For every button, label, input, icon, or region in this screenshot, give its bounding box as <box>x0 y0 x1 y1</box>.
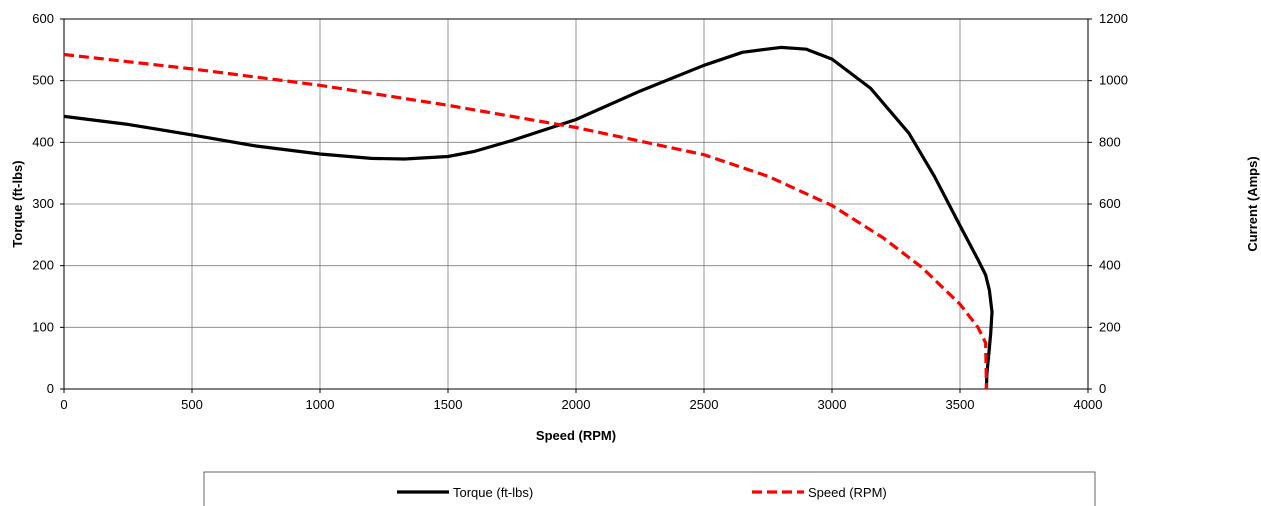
legend-label: Torque (ft-lbs) <box>453 485 533 500</box>
x-tick-label: 3500 <box>946 397 975 412</box>
y2-axis-ticks: 0 200 400 600 800 1000 1200 <box>1088 11 1128 396</box>
x-tick-label: 1500 <box>434 397 463 412</box>
y-axis-title: Torque (ft-lbs) <box>10 160 25 247</box>
y2-tick-label: 600 <box>1099 196 1121 211</box>
y-axis-ticks: 0 100 200 300 400 500 600 <box>32 11 64 396</box>
y2-tick-label: 0 <box>1099 381 1106 396</box>
x-tick-label: 1000 <box>306 397 335 412</box>
y-tick-label: 400 <box>32 134 54 149</box>
y2-tick-label: 1200 <box>1099 11 1128 26</box>
y-tick-label: 300 <box>32 196 54 211</box>
series-line-speed <box>63 52 988 390</box>
x-tick-label: 2500 <box>690 397 719 412</box>
x-tick-label: 3000 <box>818 397 847 412</box>
series-layer <box>63 45 994 390</box>
y2-tick-label: 1000 <box>1099 73 1128 88</box>
x-axis-title: Speed (RPM) <box>536 428 616 443</box>
series-line-torque <box>63 45 994 390</box>
y-tick-label: 500 <box>32 73 54 88</box>
y2-tick-label: 200 <box>1099 319 1121 334</box>
x-tick-label: 0 <box>60 397 67 412</box>
y-tick-label: 100 <box>32 319 54 334</box>
y-tick-label: 0 <box>47 381 54 396</box>
legend: Torque (ft-lbs) Speed (RPM) <box>203 471 1096 506</box>
legend-box <box>203 471 1096 506</box>
y2-tick-label: 800 <box>1099 134 1121 149</box>
y-tick-label: 600 <box>32 11 54 26</box>
y2-axis-title: Current (Amps) <box>1245 156 1260 251</box>
grid <box>63 18 1089 390</box>
legend-label: Speed (RPM) <box>808 485 887 500</box>
y-tick-label: 200 <box>32 258 54 273</box>
y2-tick-label: 400 <box>1099 258 1121 273</box>
x-tick-label: 4000 <box>1074 397 1103 412</box>
x-axis-ticks: 0 500 1000 1500 2000 2500 3000 3500 4000 <box>60 389 1102 412</box>
x-tick-label: 2000 <box>562 397 591 412</box>
x-tick-label: 500 <box>181 397 203 412</box>
